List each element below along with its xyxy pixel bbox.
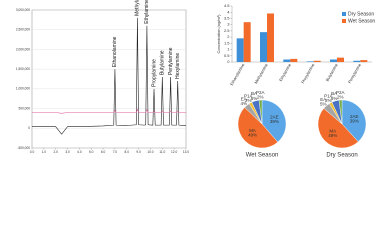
y-tick-label: 1	[227, 47, 230, 52]
slice-percent: 2%	[257, 95, 264, 100]
y-tick-label: 1,500,000	[16, 67, 30, 71]
y-tick-label: 1.5	[224, 40, 230, 45]
slice-percent: 5%	[331, 96, 338, 101]
y-tick-label: 2,500,000	[16, 28, 30, 32]
x-tick-label: Ethanolamine	[229, 62, 246, 86]
pie-slice	[338, 99, 343, 125]
y-tick-label: 4.5	[224, 3, 230, 8]
slice-name: 2AE	[350, 114, 359, 119]
x-tick-label: 3.0	[65, 150, 70, 154]
slice-percent: 5%	[320, 102, 327, 107]
x-tick-label: 6.0	[101, 150, 106, 154]
slice-percent: 5%	[251, 96, 258, 101]
legend-label: Dry Season	[348, 11, 374, 17]
y-tick-label: 4	[227, 9, 230, 14]
y-tick-label: 3.5	[224, 16, 230, 21]
slice-name: P1A	[244, 94, 253, 99]
y-axis-label: Concentration (ng/m³)	[216, 14, 221, 54]
slice-name: 2AE	[270, 114, 279, 119]
peak-label: Hexylamine	[175, 53, 181, 79]
peak-label: Ethylamine	[144, 0, 150, 24]
slice-percent: 4%	[241, 101, 248, 106]
y-tick-label: 2.5	[224, 28, 230, 33]
y-tick-label: 2,000,000	[16, 47, 30, 51]
plot-frame	[31, 9, 187, 149]
x-tick-label: Ethylamine	[278, 62, 293, 82]
bar	[243, 22, 251, 62]
x-tick-label: 7.0	[113, 150, 118, 154]
y-tick-label: 0	[227, 59, 230, 64]
y-tick-label: 2	[227, 34, 230, 39]
bar	[236, 38, 244, 62]
x-tick-label: 13.0	[183, 150, 189, 154]
y-tick-label: -500,000	[17, 146, 30, 150]
bar	[337, 57, 344, 62]
slice-name: P1A	[324, 94, 333, 99]
bar	[290, 58, 298, 62]
peak-label: Ethanolamine	[112, 36, 118, 67]
pie-slice	[341, 99, 367, 143]
y-tick-label: 3	[227, 22, 230, 27]
x-tick-label: Pentylamine	[347, 62, 363, 84]
slice-percent: 2%	[245, 98, 252, 103]
bar	[260, 32, 267, 62]
slice-percent: 39%	[270, 119, 279, 124]
trace	[32, 108, 186, 114]
y-tick-label: 3,000,000	[16, 8, 30, 12]
slice-name: BA	[251, 91, 257, 96]
x-tick-label: Butylamine	[325, 62, 340, 82]
bar	[353, 60, 361, 62]
pie-title: Dry Season	[326, 153, 357, 159]
x-tick-label: 0.0	[30, 150, 35, 154]
figure: -500,000 0 500,000 1,000,000 1,500,000 2,000,…	[16, 0, 376, 159]
x-tick-label: 9.0	[136, 150, 141, 154]
bar	[360, 60, 368, 62]
x-tick-label: Methylamine	[253, 62, 269, 85]
x-tick-label: 11.0	[159, 150, 165, 154]
pie-slice	[258, 99, 263, 125]
x-tick-label: 2.0	[53, 150, 58, 154]
peak-label: Propylamine	[151, 59, 157, 87]
pie-slice	[317, 108, 359, 149]
slice-name: BA	[331, 91, 337, 96]
pie-slice	[237, 107, 279, 149]
slice-name: MA	[249, 128, 256, 133]
x-tick-label: 12.0	[171, 150, 177, 154]
peak-label: Methylamine	[135, 0, 141, 16]
slice-name: EA	[241, 97, 247, 102]
y-tick-label: 500,000	[18, 106, 30, 110]
pie-slice	[261, 99, 287, 143]
pie-title: Wet Season	[246, 153, 279, 159]
x-tick-label: 4.0	[77, 150, 82, 154]
slice-name: MA	[329, 128, 336, 133]
slice-percent: 39%	[350, 119, 359, 124]
slice-percent: 49%	[328, 133, 337, 138]
y-tick-label: 0.5	[224, 53, 230, 58]
trace	[32, 17, 187, 135]
y-tick-label: 0	[28, 126, 30, 130]
peak-label: Pentylamine	[168, 47, 174, 75]
x-tick-label: 10.0	[147, 150, 153, 154]
bar	[306, 61, 314, 62]
legend-label: Wet Season	[348, 18, 375, 24]
slice-name: P2A	[256, 90, 265, 95]
slice-name: EA	[320, 97, 326, 102]
legend-swatch	[342, 12, 346, 16]
x-tick-label: Propylamine	[300, 62, 316, 84]
x-tick-label: 5.0	[89, 150, 94, 154]
legend-swatch	[342, 19, 346, 23]
slice-percent: 2%	[325, 98, 332, 103]
slice-percent: 49%	[248, 133, 257, 138]
bar	[283, 59, 291, 62]
slice-name: P2A	[336, 90, 345, 95]
x-tick-label: 1.0	[42, 150, 47, 154]
bar	[267, 13, 274, 62]
bar	[313, 60, 321, 62]
bar	[330, 59, 337, 62]
peak-label: Butylamine	[160, 50, 166, 75]
x-tick-label: 8.0	[125, 150, 130, 154]
y-tick-label: 1,000,000	[16, 87, 30, 91]
slice-percent: 2%	[337, 95, 344, 100]
